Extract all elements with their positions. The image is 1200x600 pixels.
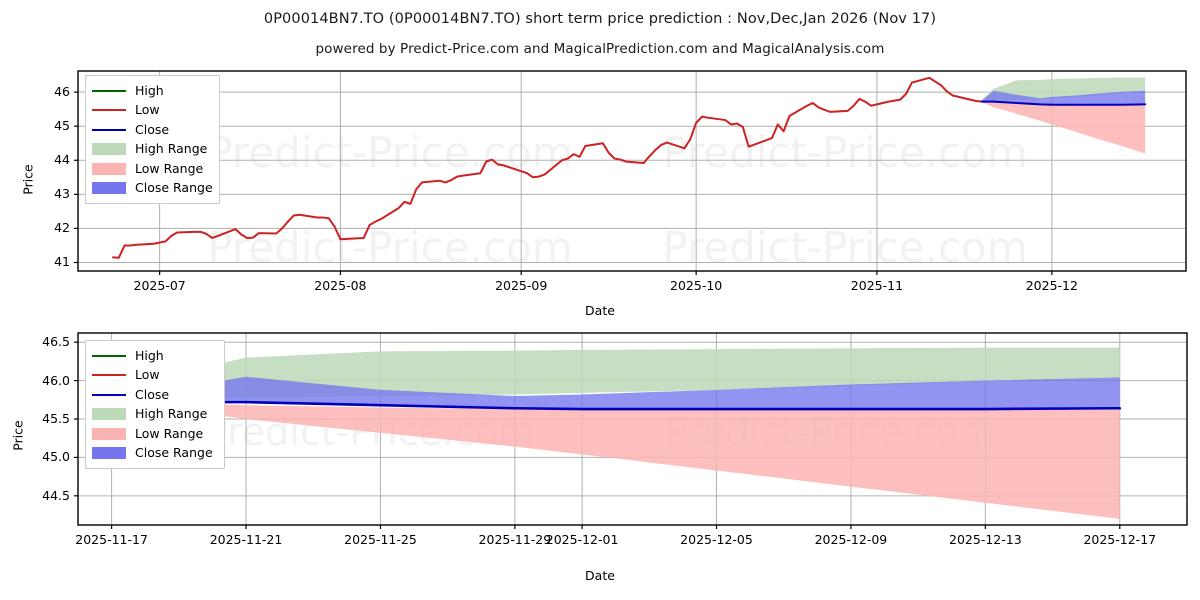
x-tick-label: 2025-09 [495, 278, 548, 293]
top-legend-item: Close [92, 120, 212, 140]
band-close-range [111, 376, 1120, 410]
legend-line-icon [92, 388, 126, 402]
top-legend-item: Low [92, 101, 212, 121]
top-legend-item: Low Range [92, 159, 212, 179]
legend-label: High [135, 347, 164, 363]
x-tick-label: 2025-12-09 [814, 532, 888, 547]
legend-label: Low Range [135, 425, 204, 441]
x-tick-label: 2025-12-05 [680, 532, 753, 547]
x-tick-label: 2025-12 [1025, 278, 1078, 293]
legend-label: Close [135, 386, 170, 402]
y-tick-label: 46.5 [42, 334, 70, 350]
legend-label: Low [135, 367, 160, 382]
legend-label: Low Range [135, 160, 204, 176]
y-tick-label: 46.0 [42, 372, 70, 388]
top-chart-legend: High Low Close High Range Low Range Close Ran… [85, 75, 220, 204]
bottom-legend-item: Low [92, 366, 217, 386]
x-tick-label: 2025-12-17 [1083, 532, 1157, 547]
legend-line-icon [92, 103, 126, 117]
x-tick-label: 2025-12-13 [949, 532, 1022, 547]
legend-label: High Range [135, 406, 208, 421]
legend-label: Close [135, 121, 170, 137]
x-tick-label: 2025-11 [850, 278, 904, 293]
top-chart-panel: Predict-Price.com Predict-Price.com Predic… [0, 62, 1200, 312]
band-high-range [981, 77, 1146, 102]
legend-label: High [135, 82, 164, 98]
x-tick-label: 2025-10 [670, 278, 723, 293]
legend-line-icon [92, 349, 126, 363]
y-tick-label: 41 [54, 254, 70, 270]
bottom-legend-item: Close [92, 385, 217, 405]
legend-patch-icon [92, 142, 126, 156]
legend-patch-icon [92, 181, 126, 195]
watermark: Predict-Price.com [207, 223, 572, 272]
bottom-legend-item: Close Range [92, 444, 217, 464]
y-tick-label: 45 [54, 118, 70, 134]
axis-frame [77, 70, 1187, 272]
band-high-range [111, 347, 1120, 401]
top-chart-svg: Predict-Price.com Predict-Price.com Predic… [74, 70, 1187, 275]
x-tick-label: 2025-07 [133, 278, 186, 293]
page-subtitle: powered by Predict-Price.com and Magical… [315, 41, 885, 57]
bottom-legend-item: High Range [92, 405, 217, 425]
y-tick-label: 45.5 [42, 411, 70, 427]
top-legend-item: Close Range [92, 179, 213, 199]
x-tick-label: 2025-11-29 [478, 532, 552, 547]
x-tick-label: 2025-11-25 [344, 532, 417, 547]
bottom-legend-item: High [92, 346, 217, 366]
legend-line-icon [92, 123, 126, 137]
watermark: Predict-Price.com [662, 128, 1027, 177]
legend-line-icon [92, 84, 126, 98]
legend-patch-icon [92, 162, 126, 176]
watermark: Predict-Price.com [662, 223, 1027, 272]
legend-label: High Range [135, 141, 208, 156]
y-tick-label: 43 [54, 186, 70, 202]
title-block: 0P00014BN7.TO (0P00014BN7.TO) short term… [0, 0, 1200, 57]
band-close-range [981, 90, 1146, 105]
series-line-close [980, 100, 1147, 106]
top-legend-item: High [92, 81, 212, 101]
series-line-low [111, 76, 983, 259]
x-tick-label: 2025-11-21 [209, 532, 283, 547]
bottom-x-axis-label: Date [585, 568, 615, 583]
legend-label: Close Range [135, 180, 213, 195]
page-title: 0P00014BN7.TO (0P00014BN7.TO) short term… [263, 11, 937, 27]
legend-patch-icon [92, 407, 126, 421]
band-low-range [111, 399, 1120, 519]
legend-label: Low [135, 102, 160, 117]
x-tick-label: 2025-12-01 [545, 532, 619, 547]
legend-label: Close Range [135, 445, 213, 460]
x-tick-label: 2025-11-17 [75, 532, 148, 547]
legend-line-icon [92, 368, 126, 382]
y-tick-label: 44.5 [42, 487, 70, 503]
y-tick-label: 42 [54, 220, 70, 236]
band-low-range [981, 101, 1146, 154]
bottom-chart-legend: High Low Close High Range Low Range Close Ran… [85, 340, 225, 469]
bottom-legend-item: Low Range [92, 424, 217, 444]
y-tick-label: 45.0 [42, 449, 70, 465]
x-tick-label: 2025-08 [314, 278, 367, 293]
top-x-axis-label: Date [585, 303, 615, 318]
axis-frame [77, 332, 1188, 526]
legend-patch-icon [92, 446, 126, 460]
y-tick-label: 46 [54, 84, 70, 100]
y-tick-label: 44 [54, 152, 70, 168]
legend-patch-icon [92, 427, 126, 441]
top-legend-item: High Range [92, 140, 212, 160]
